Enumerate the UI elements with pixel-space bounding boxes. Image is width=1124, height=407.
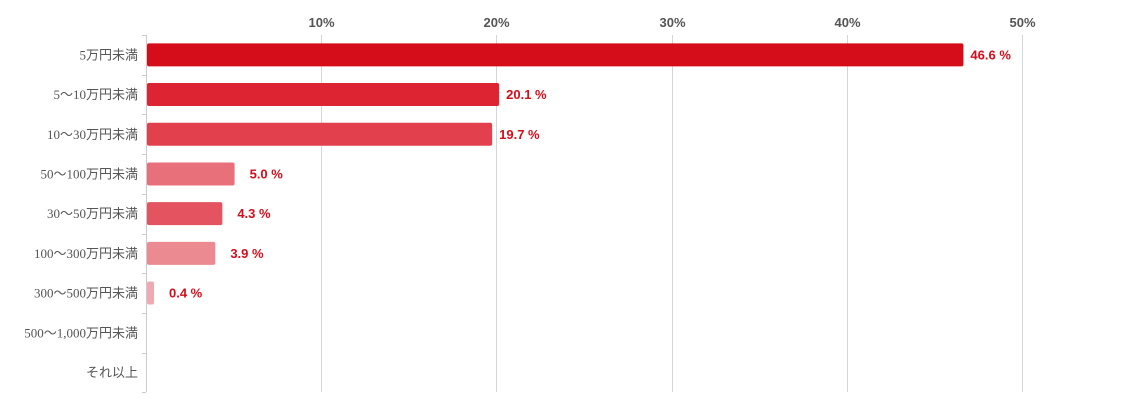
category-label: 30〜50万円未満 [47, 206, 138, 221]
bar [147, 241, 216, 265]
bars [147, 43, 964, 305]
category-label: 5万円未満 [79, 47, 138, 62]
bar [147, 83, 500, 107]
x-tick-label: 30% [659, 15, 685, 30]
data-label: 20.1 % [506, 87, 547, 102]
data-label: 46.6 % [970, 47, 1011, 62]
bar [147, 281, 155, 305]
bar [147, 122, 493, 146]
data-label: 0.4 % [169, 286, 203, 301]
category-labels: 5万円未満 5〜10万円未満 10〜30万円未満 50〜100万円未満 30〜50万円未… [24, 47, 138, 380]
y-axis-tick-marks [142, 35, 146, 393]
category-label: 10〜30万円未満 [47, 127, 138, 142]
category-label: 50〜100万円未満 [40, 166, 138, 181]
data-label: 5.0 % [250, 166, 284, 181]
data-label: 3.9 % [230, 246, 264, 261]
category-label: 5〜10万円未満 [53, 87, 138, 102]
x-axis-ticks: 10% 20% 30% 40% 50% [308, 15, 1035, 30]
x-tick-label: 50% [1009, 15, 1035, 30]
x-tick-label: 20% [483, 15, 509, 30]
bar [147, 202, 223, 226]
data-label: 19.7 % [499, 127, 540, 142]
bar [147, 162, 235, 186]
data-labels: 46.6 % 20.1 % 19.7 % 5.0 % 4.3 % 3.9 % 0.4 % [169, 47, 1011, 300]
category-label: 100〜300万円未満 [34, 246, 138, 261]
x-tick-label: 10% [308, 15, 334, 30]
category-label: 500〜1,000万円未満 [24, 325, 138, 340]
bar [147, 43, 964, 67]
category-label: それ以上 [86, 365, 138, 380]
data-label: 4.3 % [237, 206, 271, 221]
x-tick-label: 40% [834, 15, 860, 30]
category-label: 300〜500万円未満 [34, 286, 138, 301]
